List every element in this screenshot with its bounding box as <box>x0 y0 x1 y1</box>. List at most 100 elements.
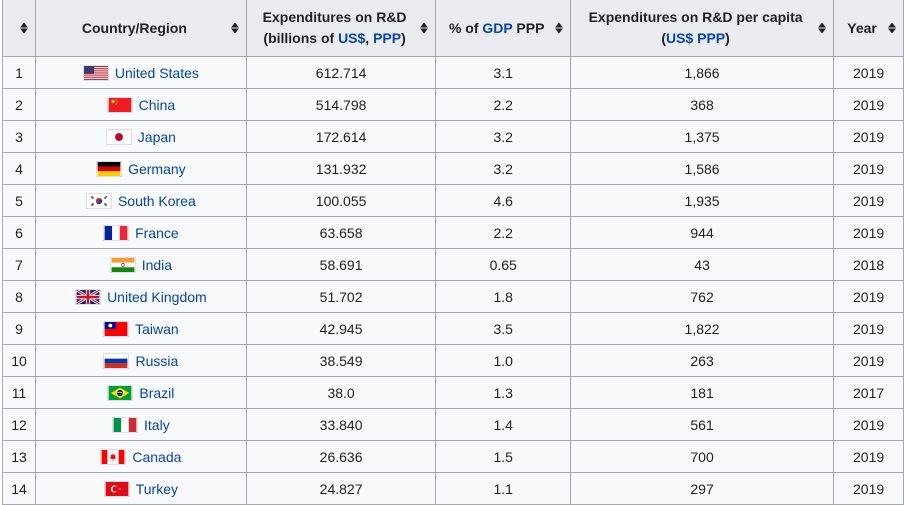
table-body: 1 United States 612.714 3.1 1,866 2019 2 China 5… <box>2 56 904 505</box>
rank-cell: 5 <box>2 184 36 217</box>
country-link[interactable]: Russia <box>135 352 179 369</box>
sort-up-down-icon[interactable] <box>554 22 564 35</box>
year-cell: 2019 <box>833 152 904 185</box>
country-cell: India <box>34 248 247 281</box>
rank-cell: 12 <box>2 408 36 441</box>
gdp-percent-cell: 3.5 <box>435 312 571 345</box>
flag-russia-icon[interactable] <box>103 352 130 369</box>
sort-up-down-icon[interactable] <box>420 22 429 35</box>
expenditure-cell: 42.945 <box>245 312 437 345</box>
gdp-percent-cell: 1.1 <box>435 472 571 505</box>
flag-india-icon[interactable] <box>109 256 136 273</box>
country-cell: United Kingdom <box>34 280 247 313</box>
header-expenditure[interactable]: Expenditures on R&D (billions of US$, PP… <box>245 0 437 57</box>
flag-usa-icon[interactable] <box>82 64 109 81</box>
expenditure-cell: 24.827 <box>245 472 437 505</box>
country-cell: Germany <box>34 152 247 185</box>
country-link[interactable]: South Korea <box>117 192 196 209</box>
gdp-percent-cell: 4.6 <box>435 184 571 217</box>
rank-cell: 4 <box>2 152 36 185</box>
expenditure-cell: 26.636 <box>245 440 437 473</box>
usd-ppp-link[interactable]: US$ PPP <box>665 30 726 46</box>
sort-up-down-icon[interactable] <box>230 22 240 35</box>
country-link[interactable]: Canada <box>132 448 182 465</box>
table-row: 9 Taiwan 42.945 3.5 1,822 2019 <box>2 312 904 345</box>
country-link[interactable]: Germany <box>128 160 186 177</box>
expenditure-cell: 38.0 <box>245 376 437 409</box>
header-country-label: Country/Region <box>81 19 187 36</box>
table-row: 12 Italy 33.840 1.4 561 2019 <box>2 408 904 441</box>
expenditure-cell: 63.658 <box>245 216 437 249</box>
table-row: 2 China 514.798 2.2 368 2019 <box>2 88 904 121</box>
gdp-percent-cell: 0.65 <box>435 248 571 281</box>
country-link[interactable]: United States <box>114 64 199 81</box>
per-capita-cell: 181 <box>569 376 835 409</box>
table-row: 7 India 58.691 0.65 43 2018 <box>2 248 904 281</box>
sort-up-down-icon[interactable] <box>818 22 827 35</box>
table-row: 11 Brazil 38.0 1.3 181 2017 <box>2 376 904 409</box>
header-country[interactable]: Country/Region <box>34 0 247 57</box>
expenditure-cell: 33.840 <box>245 408 437 441</box>
expenditure-cell: 58.691 <box>245 248 437 281</box>
gdp-percent-cell: 1.8 <box>435 280 571 313</box>
per-capita-cell: 1,866 <box>569 56 835 89</box>
usd-link[interactable]: US$ <box>338 30 366 46</box>
flag-canada-icon[interactable] <box>100 448 127 465</box>
flag-taiwan-icon[interactable] <box>103 320 130 337</box>
gdp-percent-cell: 2.2 <box>435 88 571 121</box>
sort-up-down-icon[interactable] <box>888 22 897 35</box>
country-cell: France <box>34 216 247 249</box>
table-row: 1 United States 612.714 3.1 1,866 2019 <box>2 56 904 89</box>
year-cell: 2019 <box>833 440 904 473</box>
header-gdp-percent[interactable]: % of GDP PPP <box>435 0 571 57</box>
country-link[interactable]: Taiwan <box>135 320 179 337</box>
flag-japan-icon[interactable] <box>105 128 132 145</box>
flag-france-icon[interactable] <box>103 224 130 241</box>
gdp-percent-cell: 3.1 <box>435 56 571 89</box>
country-cell: South Korea <box>34 184 247 217</box>
expenditure-cell: 100.055 <box>245 184 437 217</box>
country-link[interactable]: France <box>135 224 179 241</box>
country-link[interactable]: Brazil <box>139 384 175 401</box>
per-capita-cell: 561 <box>569 408 835 441</box>
flag-south-korea-icon[interactable] <box>85 192 112 209</box>
per-capita-cell: 297 <box>569 472 835 505</box>
country-link[interactable]: Japan <box>137 128 176 145</box>
country-cell: China <box>34 88 247 121</box>
gdp-link[interactable]: GDP <box>482 19 513 36</box>
header-rank[interactable] <box>2 0 36 57</box>
country-link[interactable]: India <box>141 256 173 273</box>
year-cell: 2019 <box>833 184 904 217</box>
country-link[interactable]: China <box>138 96 176 113</box>
per-capita-cell: 700 <box>569 440 835 473</box>
header-per-capita[interactable]: Expenditures on R&D per capita (US$ PPP) <box>569 0 835 57</box>
sort-up-down-icon[interactable] <box>19 22 29 35</box>
header-year[interactable]: Year <box>833 0 904 57</box>
gdp-percent-cell: 1.4 <box>435 408 571 441</box>
country-link[interactable]: Turkey <box>135 480 179 497</box>
table-row: 3 Japan 172.614 3.2 1,375 2019 <box>2 120 904 153</box>
country-cell: Russia <box>34 344 247 377</box>
flag-uk-icon[interactable] <box>75 288 102 305</box>
rank-cell: 11 <box>2 376 36 409</box>
flag-germany-icon[interactable] <box>96 160 123 177</box>
rank-cell: 14 <box>2 472 36 505</box>
country-link[interactable]: Italy <box>144 416 170 433</box>
year-cell: 2019 <box>833 216 904 249</box>
header-per-capita-line1: Expenditures on R&D per capita <box>588 9 803 25</box>
gdp-percent-cell: 3.2 <box>435 120 571 153</box>
year-cell: 2019 <box>833 120 904 153</box>
flag-turkey-icon[interactable] <box>103 480 130 497</box>
ppp-link[interactable]: PPP <box>373 30 402 46</box>
header-expenditure-prefix: (billions of <box>263 30 339 46</box>
per-capita-cell: 1,822 <box>569 312 835 345</box>
country-link[interactable]: United Kingdom <box>107 288 207 305</box>
rank-cell: 8 <box>2 280 36 313</box>
flag-china-icon[interactable] <box>106 96 133 113</box>
year-cell: 2019 <box>833 408 904 441</box>
country-cell: Brazil <box>34 376 247 409</box>
flag-brazil-icon[interactable] <box>107 384 134 401</box>
flag-italy-icon[interactable] <box>112 416 139 433</box>
country-cell: Canada <box>34 440 247 473</box>
gdp-percent-cell: 1.5 <box>435 440 571 473</box>
